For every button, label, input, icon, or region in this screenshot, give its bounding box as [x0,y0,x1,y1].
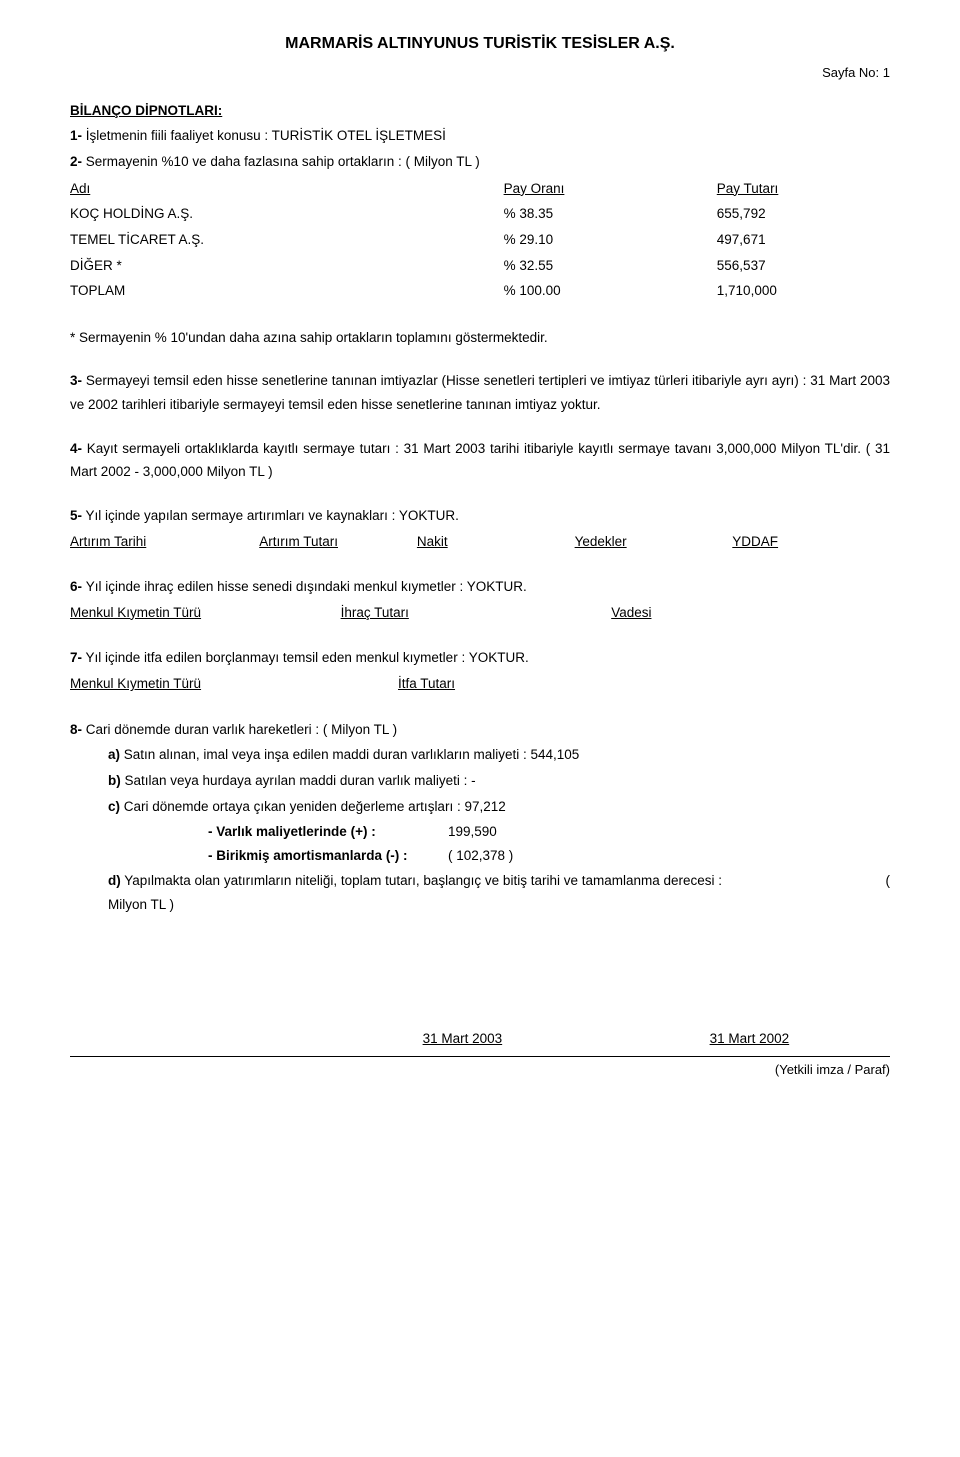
item-6-label: 6- [70,579,86,594]
cell: % 100.00 [464,278,677,304]
item-8b: b) Satılan veya hurdaya ayrılan maddi du… [108,769,890,793]
item-8-label: 8- [70,722,82,737]
item-2-text: Sermayenin %10 ve daha fazlasına sahip o… [82,154,480,169]
item-6-text: Yıl içinde ihraç edilen hisse senedi dış… [86,579,527,594]
col-header: Artırım Tutarı [259,534,338,549]
table-row: TOPLAM % 100.00 1,710,000 [70,278,890,304]
item-7: 7- Yıl içinde itfa edilen borçlanmayı te… [70,646,890,670]
cell: 655,792 [677,201,890,227]
col-header: İhraç Tutarı [341,605,409,620]
section-heading: BİLANÇO DİPNOTLARI: [70,99,890,123]
item-8a-text: Satın alınan, imal veya inşa edilen madd… [120,747,579,762]
col-header: Yedekler [575,534,627,549]
item-1-text: İşletmenin fiili faaliyet konusu : TURİS… [82,128,446,143]
table-header-row: Adı Pay Oranı Pay Tutarı [70,176,890,202]
col-header: Vadesi [611,605,651,620]
item-5-label: 5- [70,508,82,523]
shareholders-table: Adı Pay Oranı Pay Tutarı KOÇ HOLDİNG A.Ş… [70,176,890,304]
item-4: 4- Kayıt sermayeli ortaklıklarda kayıtlı… [70,437,890,484]
item-6-headers: Menkul Kıymetin Türü İhraç Tutarı Vadesi [70,601,890,625]
col-header: Menkul Kıymetin Türü [70,605,201,620]
item-8d-label: d) [108,873,121,888]
dates-row: 31 Mart 2003 31 Mart 2002 [70,1027,890,1051]
item-8c1: - Varlık maliyetlerinde (+) : 199,590 [108,820,890,844]
document-page: MARMARİS ALTINYUNUS TURİSTİK TESİSLER A.… [0,0,960,1457]
item-8c-label: c) [108,799,120,814]
cell: % 32.55 [464,253,677,279]
item-8a: a) Satın alınan, imal veya inşa edilen m… [108,743,890,767]
item-8c1-label: - Varlık maliyetlerinde (+) : [208,820,448,844]
item-8c2-label: - Birikmiş amortismanlarda (-) : [208,844,448,868]
item-8a-label: a) [108,747,120,762]
item-4-text: Kayıt sermayeli ortaklıklarda kayıtlı se… [70,441,890,480]
item-8d-tail: Milyon TL ) [108,893,890,917]
cell: % 29.10 [464,227,677,253]
item-2-label: 2- [70,154,82,169]
item-5: 5- Yıl içinde yapılan sermaye artırımlar… [70,504,890,528]
item-8b-label: b) [108,773,121,788]
item-8d-paren: ( [886,869,891,893]
item-8c2: - Birikmiş amortismanlarda (-) : ( 102,3… [108,844,890,868]
item-3-text: Sermayeyi temsil eden hisse senetlerine … [70,373,890,412]
item-2: 2- Sermayenin %10 ve daha fazlasına sahi… [70,150,890,174]
item-1-label: 1- [70,128,82,143]
cell: KOÇ HOLDİNG A.Ş. [70,201,464,227]
cell: TEMEL TİCARET A.Ş. [70,227,464,253]
item-5-headers: Artırım Tarihi Artırım Tutarı Nakit Yede… [70,530,890,554]
table-row: KOÇ HOLDİNG A.Ş. % 38.35 655,792 [70,201,890,227]
cell: DİĞER * [70,253,464,279]
footer-signature: (Yetkili imza / Paraf) [70,1059,890,1082]
item-7-headers: Menkul Kıymetin Türü İtfa Tutarı [70,672,890,696]
item-8-sublist: a) Satın alınan, imal veya inşa edilen m… [70,743,890,916]
cell: TOPLAM [70,278,464,304]
item-7-label: 7- [70,650,82,665]
item-4-label: 4- [70,441,82,456]
col-header: YDDAF [732,534,778,549]
item-3-label: 3- [70,373,82,388]
item-8: 8- Cari dönemde duran varlık hareketleri… [70,718,890,742]
item-8c2-value: ( 102,378 ) [448,844,513,868]
col-header: Artırım Tarihi [70,534,146,549]
item-8-text: Cari dönemde duran varlık hareketleri : … [82,722,397,737]
col-header-name: Adı [70,181,90,196]
item-3: 3- Sermayeyi temsil eden hisse senetleri… [70,369,890,416]
cell: % 38.35 [464,201,677,227]
item-5-text: Yıl içinde yapılan sermaye artırımları v… [82,508,459,523]
item-8c-text: Cari dönemde ortaya çıkan yeniden değerl… [120,799,506,814]
company-title: MARMARİS ALTINYUNUS TURİSTİK TESİSLER A.… [70,30,890,58]
item-8c: c) Cari dönemde ortaya çıkan yeniden değ… [108,795,890,819]
col-header-rate: Pay Oranı [504,181,565,196]
date-2: 31 Mart 2002 [710,1031,790,1046]
item-8b-text: Satılan veya hurdaya ayrılan maddi duran… [121,773,476,788]
item-8d-text: Yapılmakta olan yatırımların niteliği, t… [121,873,722,888]
item-1: 1- İşletmenin fiili faaliyet konusu : TU… [70,124,890,148]
footnote-star: * Sermayenin % 10'undan daha azına sahip… [70,326,890,350]
cell: 1,710,000 [677,278,890,304]
cell: 497,671 [677,227,890,253]
table-row: DİĞER * % 32.55 556,537 [70,253,890,279]
item-6: 6- Yıl içinde ihraç edilen hisse senedi … [70,575,890,599]
item-7-text: Yıl içinde itfa edilen borçlanmayı temsi… [82,650,529,665]
col-header: Menkul Kıymetin Türü [70,676,201,691]
date-1: 31 Mart 2003 [423,1031,503,1046]
item-8d: d) Yapılmakta olan yatırımların niteliği… [108,869,890,893]
col-header-amount: Pay Tutarı [717,181,779,196]
col-header: İtfa Tutarı [398,676,455,691]
page-number: Sayfa No: 1 [70,62,890,85]
footer-divider [70,1056,890,1057]
col-header: Nakit [417,534,448,549]
table-row: TEMEL TİCARET A.Ş. % 29.10 497,671 [70,227,890,253]
item-8c1-value: 199,590 [448,820,497,844]
cell: 556,537 [677,253,890,279]
